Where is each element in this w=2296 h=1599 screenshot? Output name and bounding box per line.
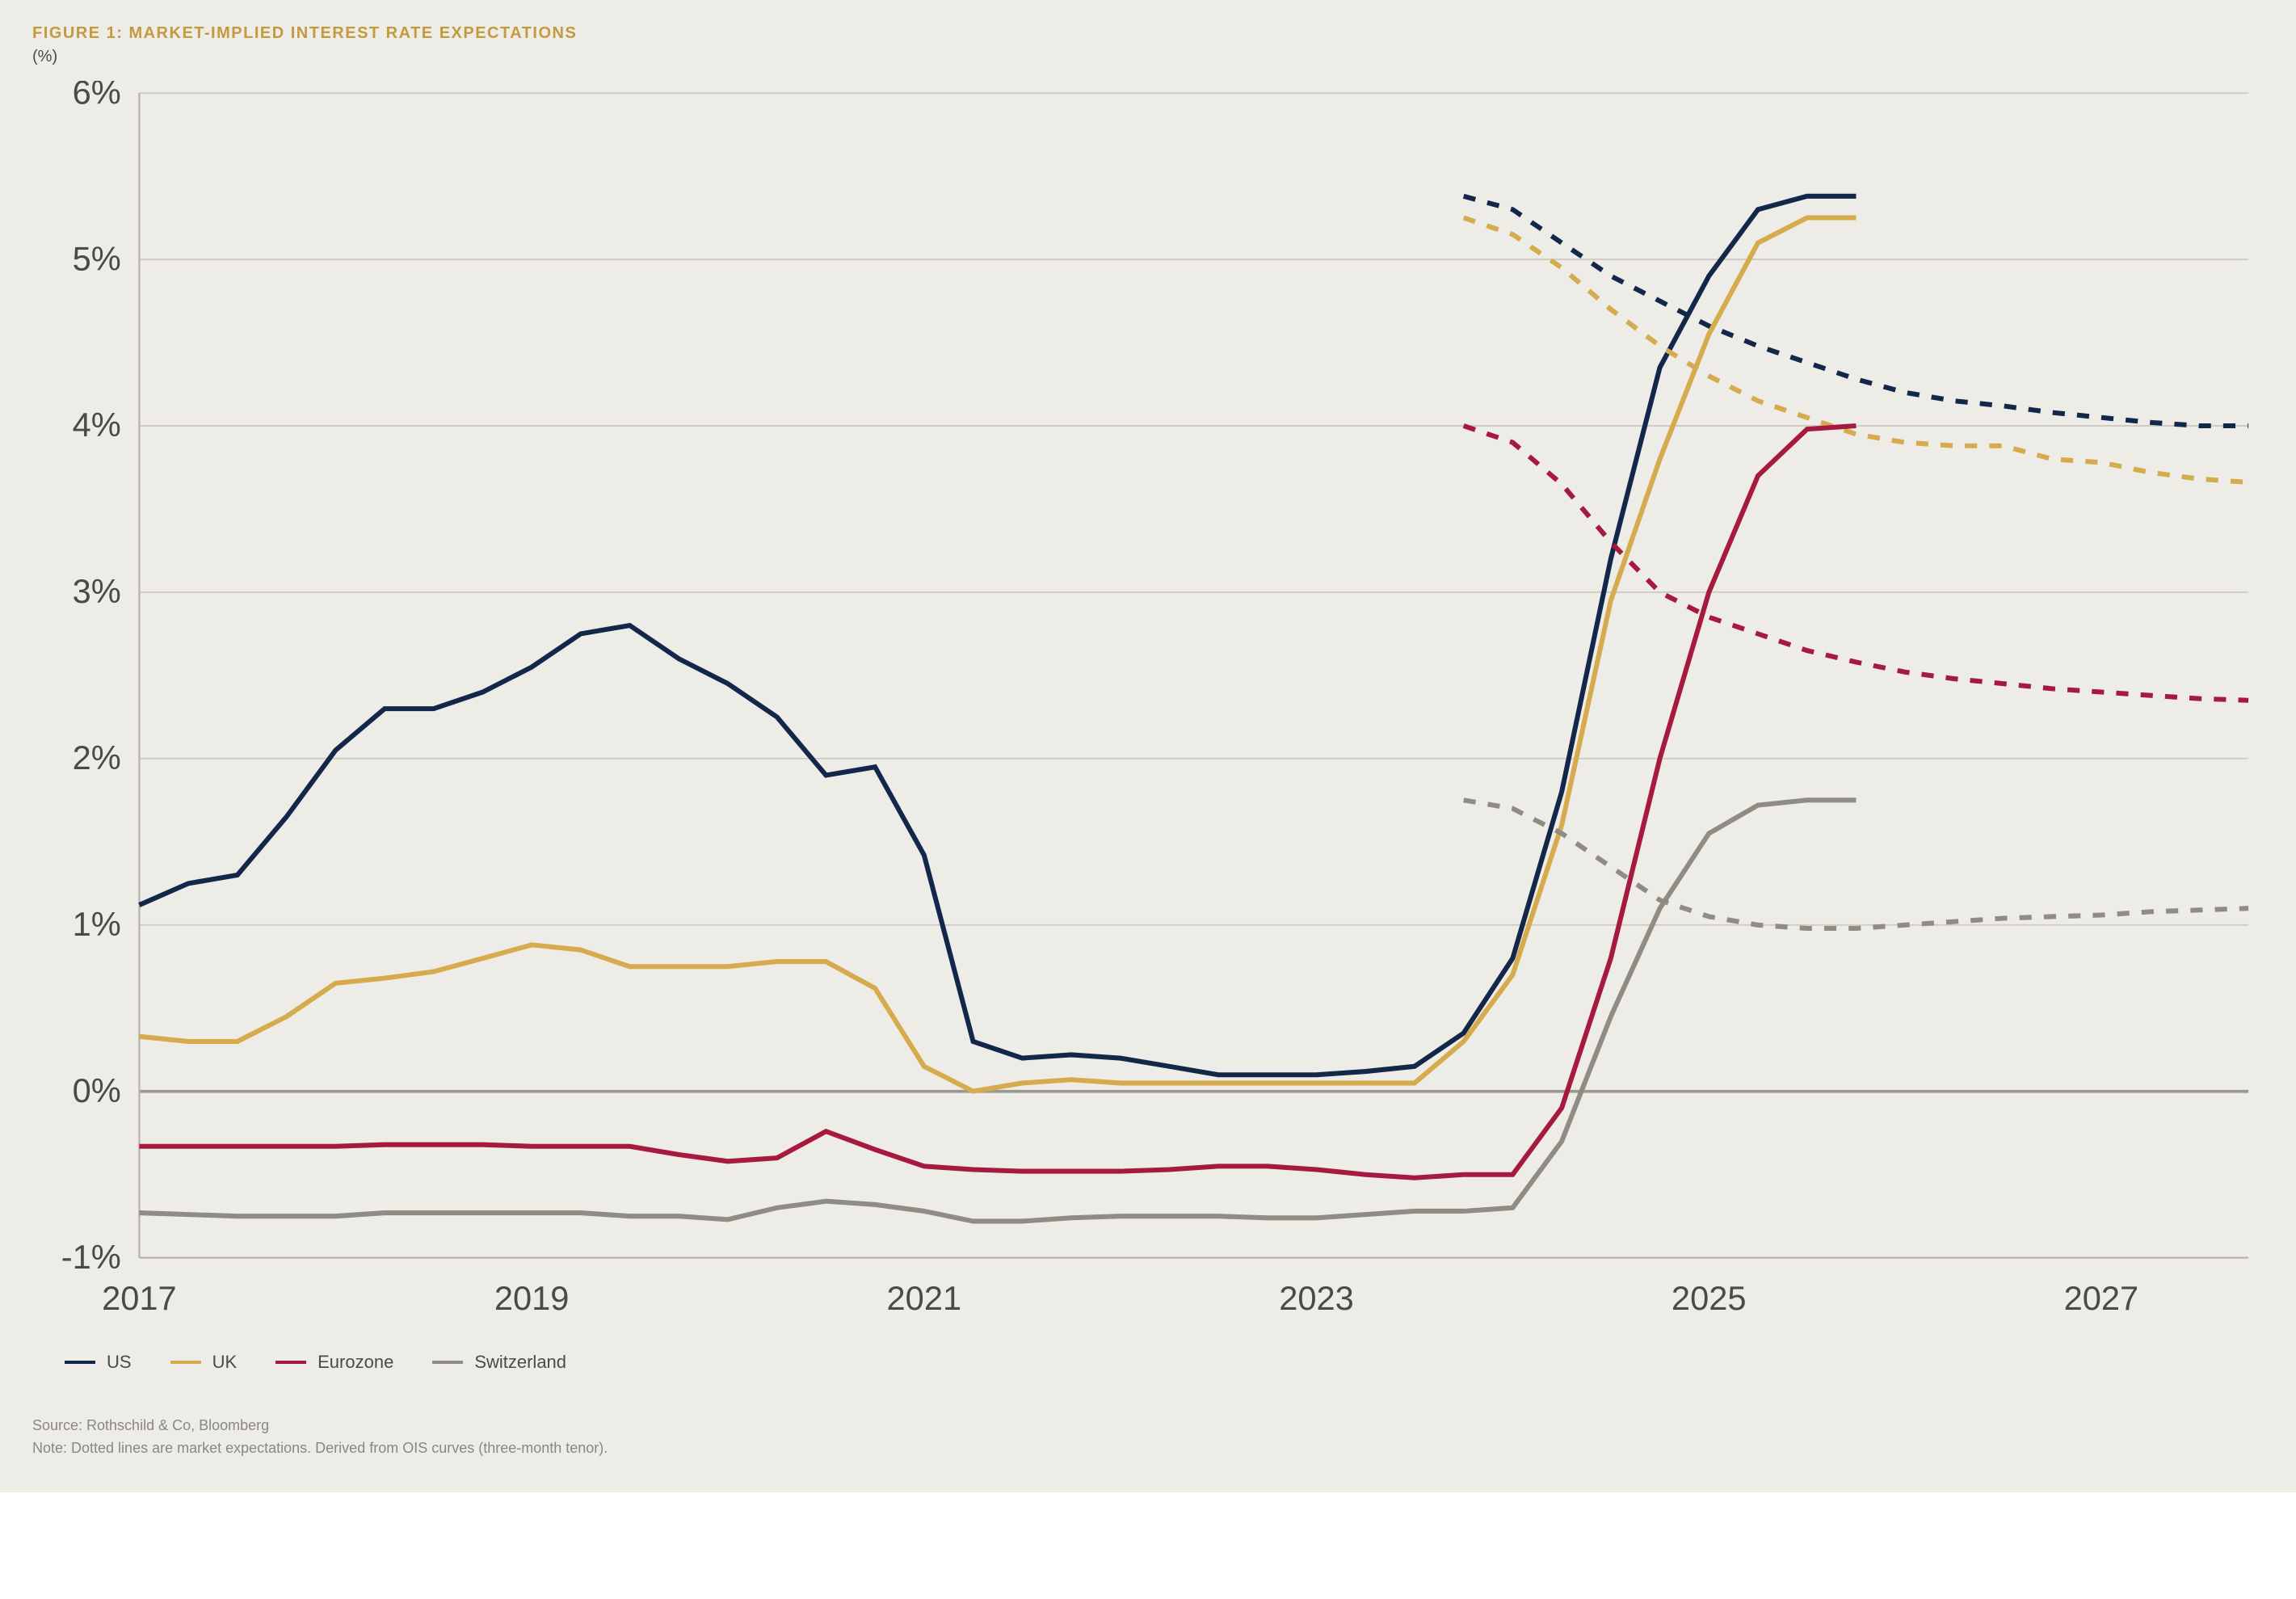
legend-label: Switzerland [474,1352,566,1373]
legend: US UK Eurozone Switzerland [32,1352,2264,1373]
legend-item: Switzerland [432,1352,566,1373]
unit-label: (%) [32,48,2264,66]
svg-text:2%: 2% [73,738,121,776]
svg-text:-1%: -1% [61,1238,121,1276]
svg-text:2019: 2019 [494,1279,570,1317]
svg-text:3%: 3% [73,572,121,610]
footnote: Source: Rothschild & Co, Bloomberg Note:… [32,1415,2264,1460]
svg-text:2021: 2021 [887,1279,962,1317]
legend-item: UK [170,1352,238,1373]
legend-swatch [432,1361,463,1364]
svg-text:2025: 2025 [1672,1279,1747,1317]
source-text: Source: Rothschild & Co, Bloomberg [32,1415,2264,1437]
figure-title: FIGURE 1: MARKET-IMPLIED INTEREST RATE E… [32,24,2264,43]
chart-area: -1% 0% 1% 2% 3% 4% 5% 6% 2017 2019 2021 2023 2025 202… [32,81,2264,1334]
svg-text:4%: 4% [73,406,121,444]
legend-item: Eurozone [275,1352,393,1373]
legend-swatch [170,1361,201,1364]
svg-text:2027: 2027 [2064,1279,2139,1317]
figure-container: FIGURE 1: MARKET-IMPLIED INTEREST RATE E… [0,0,2296,1492]
legend-swatch [275,1361,306,1364]
legend-label: UK [212,1352,238,1373]
legend-label: Eurozone [317,1352,393,1373]
svg-text:2017: 2017 [102,1279,177,1317]
note-text: Note: Dotted lines are market expectatio… [32,1437,2264,1460]
legend-item: US [65,1352,132,1373]
svg-text:6%: 6% [73,81,121,111]
legend-swatch [65,1361,95,1364]
svg-text:0%: 0% [73,1071,121,1109]
svg-text:1%: 1% [73,905,121,943]
svg-text:5%: 5% [73,239,121,277]
svg-text:2023: 2023 [1279,1279,1354,1317]
line-chart-svg: -1% 0% 1% 2% 3% 4% 5% 6% 2017 2019 2021 2023 2025 202… [32,81,2264,1334]
legend-label: US [107,1352,132,1373]
